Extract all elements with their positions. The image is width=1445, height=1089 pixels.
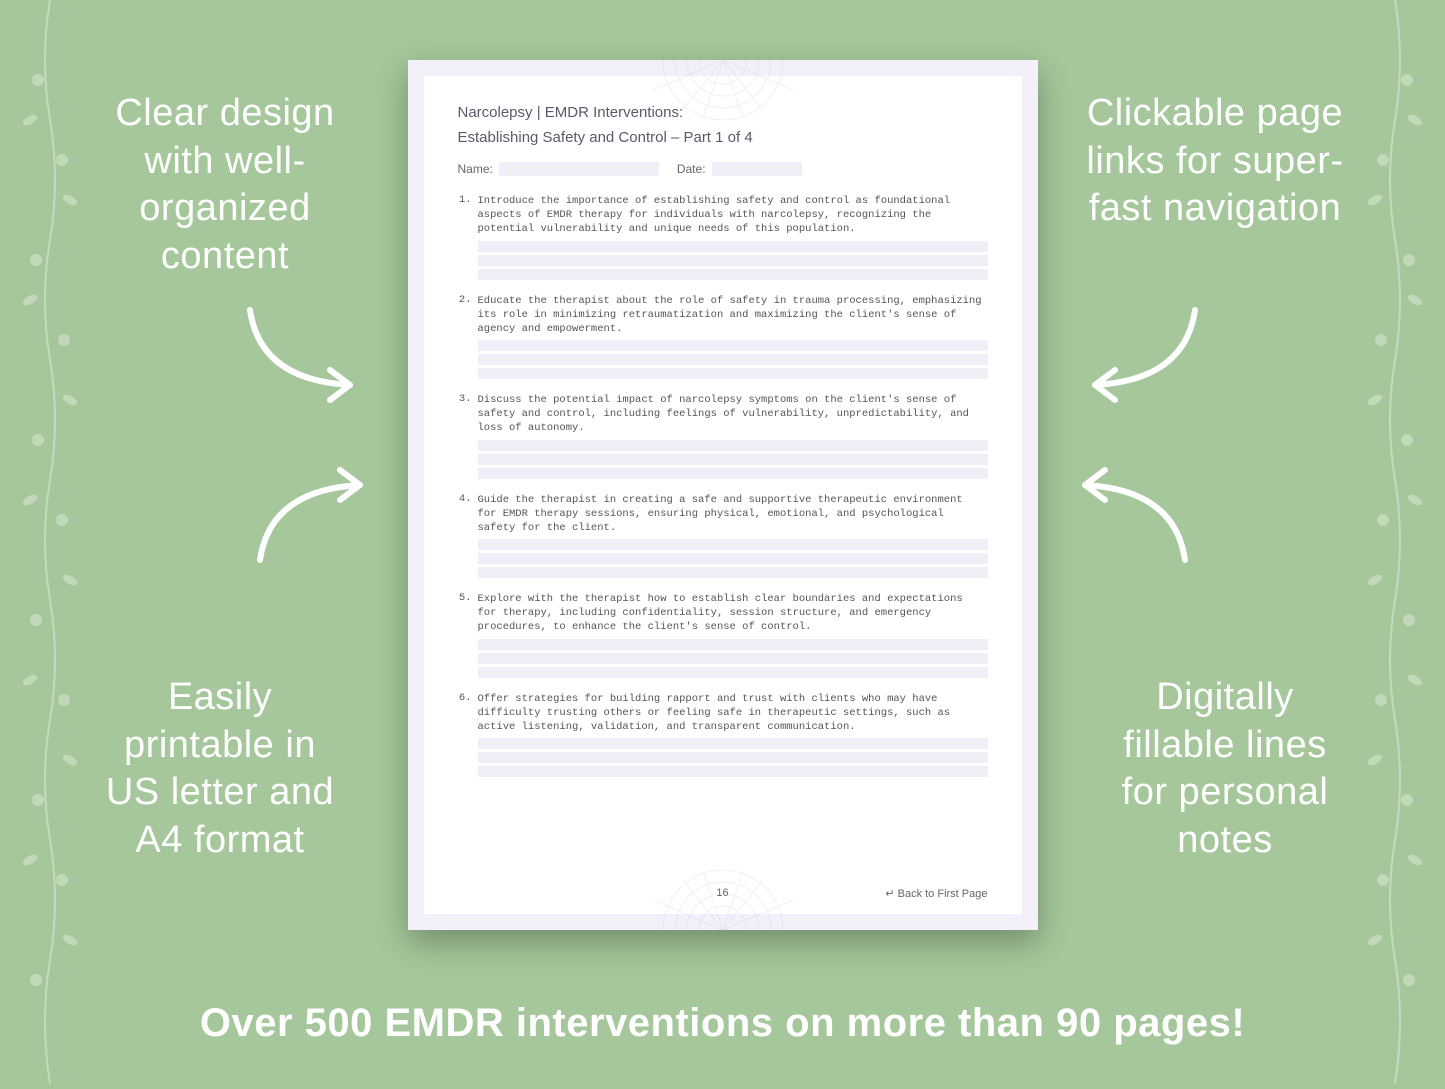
item-number: 6. <box>458 692 472 735</box>
fillable-lines[interactable] <box>478 539 988 578</box>
item-text: Introduce the importance of establishing… <box>478 194 988 237</box>
arrow-bottom-left <box>240 460 380 570</box>
fillable-line[interactable] <box>478 738 988 749</box>
date-input[interactable] <box>712 162 802 176</box>
fillable-line[interactable] <box>478 269 988 280</box>
list-item: 5.Explore with the therapist how to esta… <box>458 592 988 635</box>
fillable-line[interactable] <box>478 539 988 550</box>
name-input[interactable] <box>499 162 659 176</box>
fillable-lines[interactable] <box>478 738 988 777</box>
list-item: 2.Educate the therapist about the role o… <box>458 294 988 337</box>
document-title-line2: Establishing Safety and Control – Part 1… <box>458 129 988 146</box>
item-number: 2. <box>458 294 472 337</box>
fillable-line[interactable] <box>478 752 988 763</box>
name-field: Name: <box>458 162 659 176</box>
list-item: 4.Guide the therapist in creating a safe… <box>458 493 988 536</box>
fillable-lines[interactable] <box>478 639 988 678</box>
item-number: 3. <box>458 393 472 436</box>
name-label: Name: <box>458 162 493 176</box>
fillable-line[interactable] <box>478 553 988 564</box>
fillable-line[interactable] <box>478 454 988 465</box>
date-label: Date: <box>677 162 706 176</box>
fillable-line[interactable] <box>478 368 988 379</box>
fillable-lines[interactable] <box>478 340 988 379</box>
fillable-line[interactable] <box>478 354 988 365</box>
item-text: Discuss the potential impact of narcolep… <box>478 393 988 436</box>
fillable-line[interactable] <box>478 653 988 664</box>
fillable-line[interactable] <box>478 567 988 578</box>
callout-bottom-right: Digitally fillable lines for personal no… <box>1100 674 1350 864</box>
fillable-line[interactable] <box>478 255 988 266</box>
back-to-first-link[interactable]: ↵ Back to First Page <box>885 887 987 900</box>
vine-decoration-right <box>1355 0 1435 1084</box>
list-item: 1.Introduce the importance of establishi… <box>458 194 988 237</box>
arrow-top-left <box>230 300 370 410</box>
fillable-line[interactable] <box>478 766 988 777</box>
list-item: 6.Offer strategies for building rapport … <box>458 692 988 735</box>
document-page: Narcolepsy | EMDR Interventions: Establi… <box>408 60 1038 930</box>
callout-top-right: Clickable page links for super-fast navi… <box>1080 90 1350 233</box>
fillable-line[interactable] <box>478 639 988 650</box>
date-field: Date: <box>677 162 802 176</box>
document-footer: 16 ↵ Back to First Page <box>458 887 988 900</box>
mandala-decoration-bottom <box>583 870 863 930</box>
item-number: 1. <box>458 194 472 237</box>
fillable-line[interactable] <box>478 241 988 252</box>
callout-bottom-left: Easily printable in US letter and A4 for… <box>95 674 345 864</box>
fillable-lines[interactable] <box>478 241 988 280</box>
fillable-lines[interactable] <box>478 440 988 479</box>
vine-decoration-left <box>10 0 90 1084</box>
arrow-top-right <box>1075 300 1215 410</box>
item-text: Offer strategies for building rapport an… <box>478 692 988 735</box>
name-date-row: Name: Date: <box>458 162 988 176</box>
fillable-line[interactable] <box>478 667 988 678</box>
page-number: 16 <box>716 887 728 899</box>
item-number: 4. <box>458 493 472 536</box>
item-text: Explore with the therapist how to establ… <box>478 592 988 635</box>
items-list: 1.Introduce the importance of establishi… <box>458 194 988 777</box>
arrow-bottom-right <box>1065 460 1205 570</box>
fillable-line[interactable] <box>478 468 988 479</box>
item-text: Educate the therapist about the role of … <box>478 294 988 337</box>
footer-tagline: Over 500 EMDR interventions on more than… <box>0 1001 1445 1046</box>
fillable-line[interactable] <box>478 340 988 351</box>
document-inner: Narcolepsy | EMDR Interventions: Establi… <box>424 76 1022 914</box>
callout-top-left: Clear design with well-organized content <box>95 90 355 280</box>
document-title-line1: Narcolepsy | EMDR Interventions: <box>458 104 988 121</box>
item-number: 5. <box>458 592 472 635</box>
list-item: 3.Discuss the potential impact of narcol… <box>458 393 988 436</box>
fillable-line[interactable] <box>478 440 988 451</box>
item-text: Guide the therapist in creating a safe a… <box>478 493 988 536</box>
